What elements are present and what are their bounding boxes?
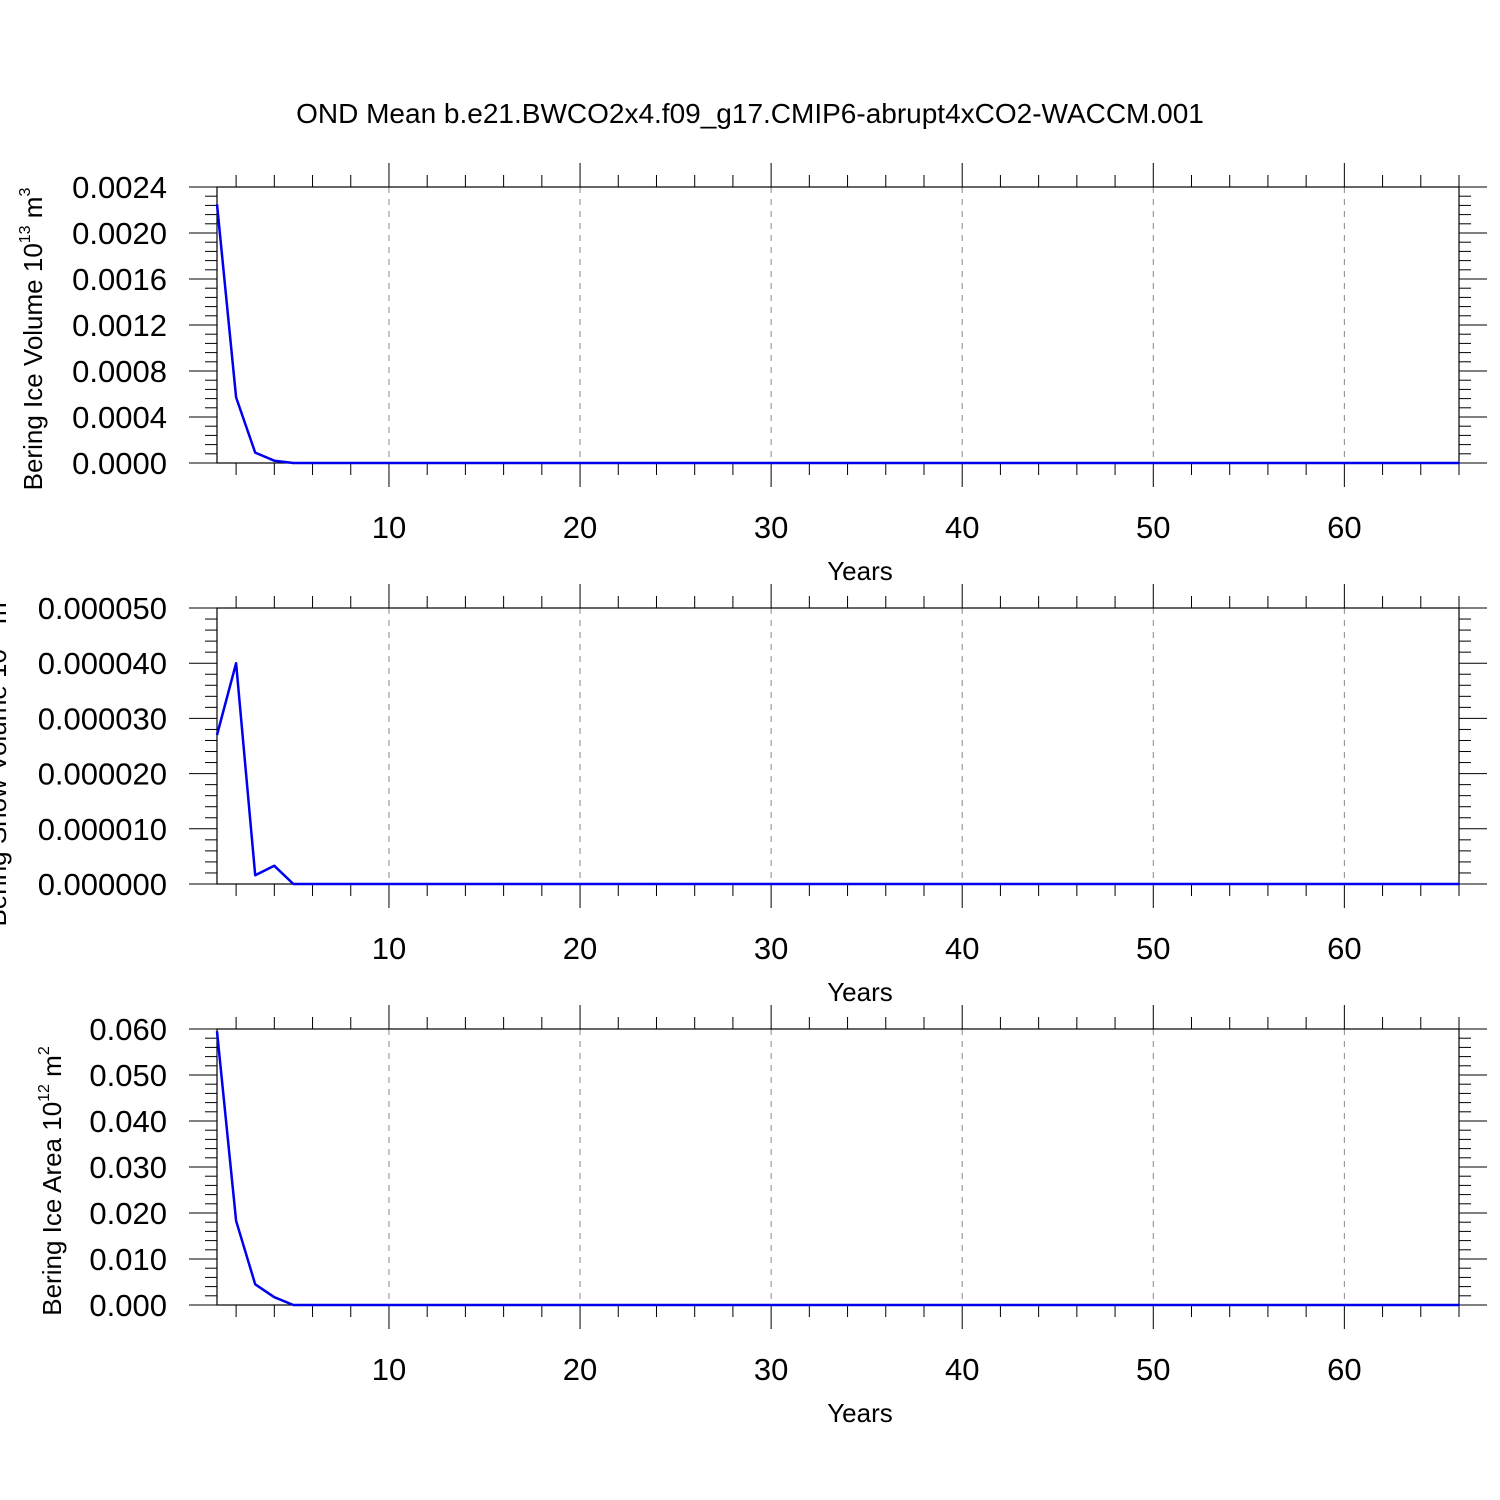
y-tick-label: 0.010 [89,1242,167,1277]
y-tick-label: 0.000 [89,1288,167,1323]
y-tick-label: 0.000040 [38,646,167,681]
chart-panel-3: 10 20 30 40 50 60 0.000 0.010 0.020 0.030 0.040 0.0… [36,1005,1487,1428]
x-tick-label: 40 [945,510,979,545]
y-axis-label: Bering Ice Volume 1013 m3 [17,188,48,491]
x-tick-label: 20 [563,931,597,966]
x-axis-label: Years [827,556,893,586]
y-tick-label: 0.0016 [72,262,167,297]
x-tick-label: 60 [1327,931,1361,966]
figure-title: OND Mean b.e21.BWCO2x4.f09_g17.CMIP6-abr… [296,98,1204,129]
y-tick-label: 0.020 [89,1196,167,1231]
x-tick-label: 10 [372,510,406,545]
x-tick-label: 50 [1136,510,1170,545]
y-tick-label: 0.000020 [38,757,167,792]
series-line [215,661,1459,886]
y-tick-label: 0.0000 [72,446,167,481]
x-tick-label: 30 [754,510,788,545]
y-tick-label: 0.0008 [72,354,167,389]
y-tick-label: 0.030 [89,1150,167,1185]
y-tick-label: 0.0012 [72,308,167,343]
y-tick-label: 0.060 [89,1012,167,1047]
x-tick-label: 50 [1136,931,1170,966]
y-tick-label: 0.000030 [38,701,167,736]
y-tick-label: 0.0004 [72,400,167,435]
x-tick-label: 10 [372,931,406,966]
x-tick-label: 10 [372,1352,406,1387]
y-axis-label: Bering Snow Volume 1013 m3 [0,593,12,926]
x-tick-label: 60 [1327,510,1361,545]
y-tick-label: 0.0020 [72,216,167,251]
x-tick-label: 40 [945,1352,979,1387]
x-tick-label: 50 [1136,1352,1170,1387]
chart-panels: 10 20 30 40 50 60 0.0000 0.0004 0.0008 0.0012 0.00… [0,163,1487,1428]
x-tick-label: 40 [945,931,979,966]
y-tick-label: 0.000010 [38,812,167,847]
x-tick-label: 30 [754,1352,788,1387]
series-line [215,1031,1459,1307]
x-tick-label: 20 [563,510,597,545]
y-tick-label: 0.000050 [38,591,167,626]
x-tick-label: 30 [754,931,788,966]
y-tick-label: 0.0024 [72,170,167,205]
x-tick-label: 60 [1327,1352,1361,1387]
y-tick-label: 0.000000 [38,867,167,902]
x-tick-label: 20 [563,1352,597,1387]
y-tick-label: 0.050 [89,1058,167,1093]
chart-panel-2: 10 20 30 40 50 60 0.000000 0.000010 0.000020 0.00… [0,584,1487,1007]
chart-panel-1: 10 20 30 40 50 60 0.0000 0.0004 0.0008 0.0012 0.00… [17,163,1487,586]
y-tick-label: 0.040 [89,1104,167,1139]
y-axis-label: Bering Ice Area 1012 m2 [36,1046,67,1316]
x-axis-label: Years [827,1398,893,1428]
x-axis-label: Years [827,977,893,1007]
series-line [215,204,1459,465]
